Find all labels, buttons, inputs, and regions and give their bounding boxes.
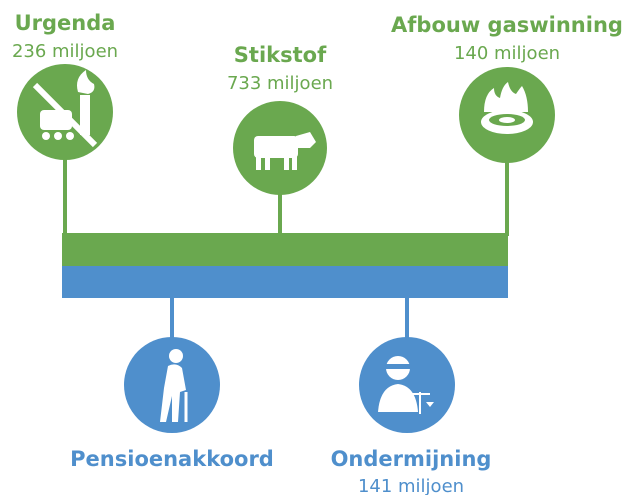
urgenda-title: Urgenda xyxy=(15,11,116,35)
connectors-bottom xyxy=(170,296,409,345)
flame-icon xyxy=(481,82,533,134)
green-bar xyxy=(62,233,508,266)
stikstof-title: Stikstof xyxy=(234,43,327,67)
undermining-title: Ondermijning xyxy=(331,447,492,471)
gas-title: Afbouw gaswinning xyxy=(391,13,623,37)
stikstof-amount: 733 miljoen xyxy=(227,73,333,94)
undermining-amount: 141 miljoen xyxy=(358,476,464,495)
undermining-circle xyxy=(359,337,455,433)
elderly-icon xyxy=(160,349,188,422)
urgenda-icon xyxy=(32,70,98,148)
blue-bar xyxy=(62,266,508,298)
justice-icon xyxy=(378,356,434,414)
gas-amount: 140 miljoen xyxy=(454,43,560,64)
pension-title: Pensioenakkoord xyxy=(70,447,274,471)
cow-icon xyxy=(254,132,316,170)
urgenda-amount: 236 miljoen xyxy=(12,41,118,62)
